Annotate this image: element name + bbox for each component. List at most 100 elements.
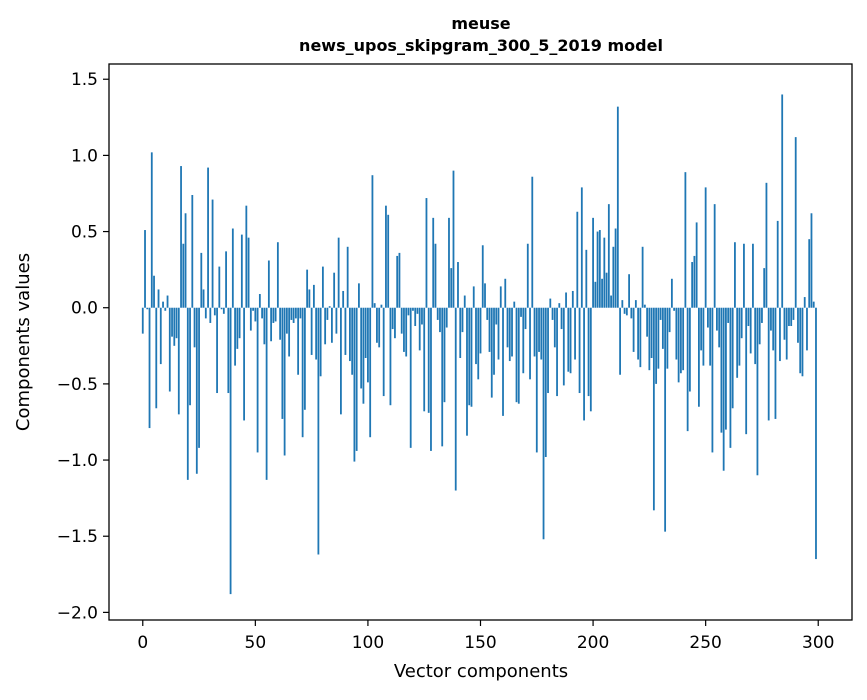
bar-294 — [803, 297, 806, 308]
bar-211 — [616, 106, 619, 308]
bar-41 — [234, 307, 236, 366]
bar-260 — [727, 307, 730, 323]
bar-206 — [605, 272, 608, 308]
bar-185 — [558, 303, 561, 308]
bar-169 — [522, 307, 525, 374]
bar-109 — [387, 214, 390, 308]
bar-271 — [752, 243, 754, 308]
bar-249 — [702, 307, 705, 366]
bar-174 — [533, 307, 536, 357]
bar-247 — [698, 307, 700, 407]
bar-114 — [398, 252, 401, 308]
bar-171 — [526, 243, 529, 308]
bar-60 — [276, 242, 279, 308]
bar-155 — [490, 307, 493, 398]
bar-130 — [434, 243, 437, 308]
bar-286 — [785, 307, 788, 360]
x-tick-label: 250 — [689, 633, 721, 653]
bar-35 — [220, 307, 223, 310]
bar-119 — [409, 307, 412, 448]
y-axis-ticks: −2.0 −1.5 −1.0 −0.5 0.0 0.5 1.0 1.5 — [57, 70, 109, 623]
y-tick-label: 1.5 — [71, 70, 98, 90]
bar-240 — [682, 307, 685, 371]
bar-47 — [247, 237, 250, 308]
bar-79 — [319, 307, 322, 377]
bar-96 — [358, 283, 360, 308]
x-tick-label: 50 — [245, 633, 267, 653]
bar-53 — [261, 307, 263, 319]
bar-142 — [461, 307, 464, 333]
bar-57 — [270, 307, 273, 342]
bar-113 — [396, 255, 399, 308]
bar-208 — [610, 295, 612, 308]
bar-175 — [535, 307, 538, 453]
y-tick-label: 1.0 — [71, 146, 98, 166]
bar-65 — [288, 307, 291, 357]
bar-120 — [412, 307, 414, 311]
bar-24 — [195, 307, 198, 474]
bar-160 — [502, 307, 504, 416]
bar-108 — [385, 205, 387, 308]
bar-193 — [576, 211, 579, 308]
bar-34 — [218, 266, 221, 308]
bar-86 — [335, 307, 338, 334]
bar-161 — [504, 278, 507, 308]
x-tick-label: 0 — [137, 633, 148, 653]
bar-183 — [553, 307, 556, 348]
bar-128 — [430, 307, 432, 451]
bar-269 — [747, 307, 750, 327]
bar-248 — [700, 307, 703, 351]
x-tick-label: 100 — [352, 633, 384, 653]
bar-236 — [673, 307, 676, 311]
bar-68 — [294, 307, 297, 319]
bar-88 — [340, 307, 342, 415]
bar-129 — [432, 217, 435, 308]
bar-107 — [382, 307, 385, 397]
bar-264 — [736, 307, 739, 378]
bar-106 — [380, 304, 383, 308]
bar-210 — [614, 228, 617, 308]
bar-76 — [312, 284, 315, 308]
bar-0 — [141, 307, 144, 334]
bar-44 — [240, 234, 243, 308]
y-tick-label: −1.5 — [57, 527, 98, 547]
bar-31 — [211, 199, 214, 308]
bar-123 — [418, 307, 421, 351]
bar-262 — [731, 307, 734, 409]
bar-177 — [540, 307, 543, 360]
bar-89 — [342, 290, 345, 308]
bar-298 — [812, 301, 815, 308]
bar-209 — [612, 246, 615, 308]
bar-90 — [344, 307, 347, 355]
y-axis-title: Components values — [13, 253, 34, 431]
bar-156 — [493, 307, 495, 375]
x-tick-label: 300 — [802, 633, 834, 653]
bar-153 — [486, 307, 489, 320]
bar-246 — [695, 222, 698, 308]
bar-56 — [267, 260, 270, 308]
y-tick-label: −1.0 — [57, 451, 98, 471]
bar-242 — [686, 307, 689, 432]
bar-219 — [634, 300, 637, 308]
bar-288 — [790, 307, 793, 327]
bar-38 — [227, 307, 230, 394]
bar-13 — [171, 307, 173, 337]
bar-293 — [801, 307, 804, 377]
bar-144 — [466, 307, 468, 436]
bar-37 — [225, 251, 227, 308]
bar-49 — [252, 307, 254, 311]
bar-195 — [580, 187, 583, 308]
bar-196 — [583, 307, 585, 421]
bar-172 — [529, 307, 531, 380]
bar-141 — [459, 307, 462, 358]
y-tick-label: 0.0 — [71, 299, 98, 319]
bar-234 — [668, 307, 671, 333]
bar-282 — [776, 220, 779, 308]
bar-230 — [659, 307, 662, 320]
bar-214 — [623, 307, 626, 314]
bar-188 — [565, 292, 567, 308]
bar-22 — [191, 195, 194, 308]
bar-292 — [799, 307, 802, 374]
bar-176 — [538, 307, 540, 352]
